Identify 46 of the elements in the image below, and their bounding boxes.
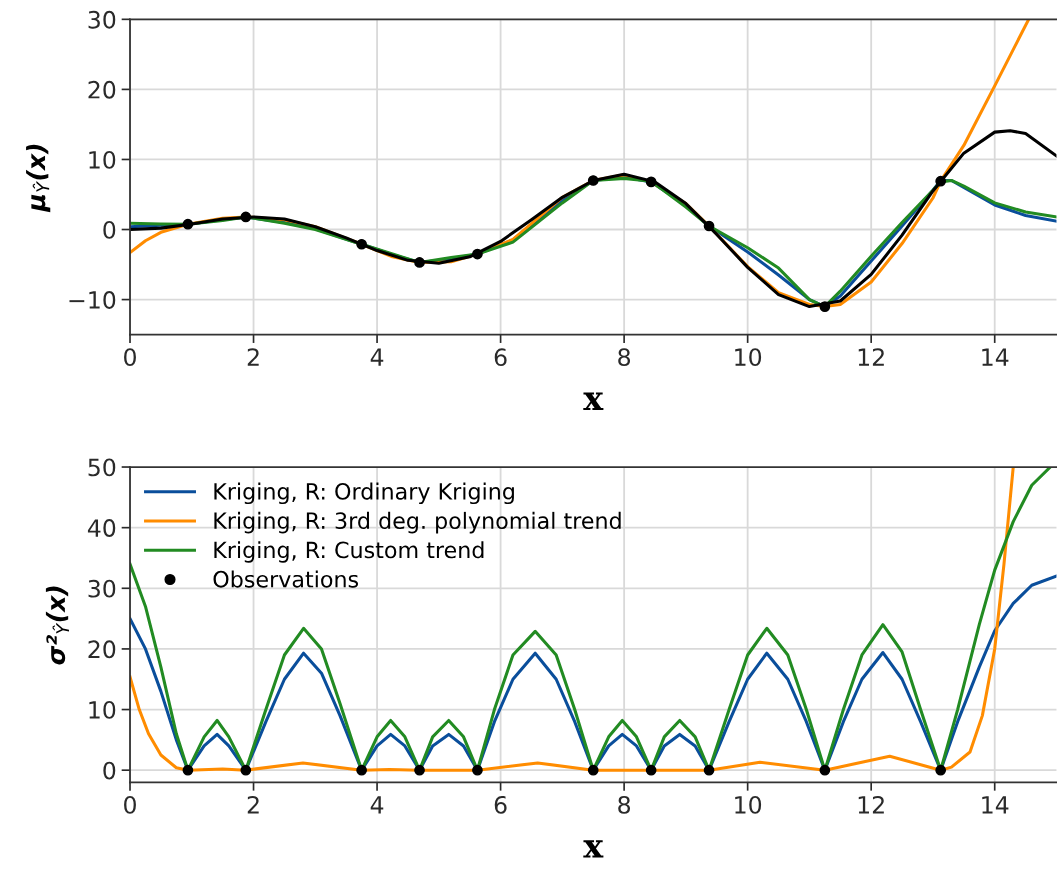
x-tick-label: 6	[494, 795, 507, 814]
line-series	[130, 129, 1057, 309]
x-tick-label: 8	[618, 795, 631, 814]
y-axis-title: σ²$_{Ŷ}$(x)	[45, 586, 69, 665]
y-tick-label: 50	[88, 458, 116, 477]
x-tick-label: 0	[124, 795, 136, 814]
point	[819, 301, 831, 312]
point	[472, 248, 483, 260]
y-axis-title: μ$_{Ŷ}$(x)	[26, 144, 51, 213]
x-tick-label: 8	[618, 348, 631, 367]
y-tick-label: 30	[88, 579, 116, 598]
x-tick-label: 4	[370, 348, 384, 366]
point	[356, 238, 367, 250]
y-tick-label: 20	[88, 80, 116, 99]
x-tick-label: 12	[858, 795, 884, 814]
x-axis-title: x	[583, 392, 604, 410]
x-tick-label: 10	[735, 795, 762, 814]
x-tick-label: 14	[982, 348, 1009, 366]
legend-label: Kriging, R: Custom trend	[214, 541, 484, 563]
x-tick-label: 2	[247, 348, 259, 366]
x-tick-label: 6	[494, 348, 507, 367]
y-tick-label: 20	[88, 640, 116, 659]
legend-label: Observations	[213, 570, 359, 588]
y-tick-label: 30	[88, 10, 116, 29]
y-tick-label: 0	[103, 761, 116, 780]
x-axis-title: x	[583, 840, 604, 858]
x-tick-label: 12	[858, 348, 884, 366]
y-tick-label: 10	[89, 150, 116, 169]
y-tick-label: 0	[103, 220, 116, 239]
point	[182, 218, 194, 230]
point	[414, 257, 425, 268]
x-tick-label: 0	[124, 348, 136, 367]
point	[587, 175, 599, 186]
y-tick-label: 10	[89, 701, 116, 719]
point	[240, 211, 252, 223]
x-tick-label: 14	[982, 796, 1009, 814]
legend-label: Kriging, R: Ordinary Kriging	[214, 482, 514, 505]
point	[935, 175, 947, 187]
y-tick-label: −10	[69, 291, 116, 309]
point	[645, 176, 657, 188]
x-tick-label: 2	[247, 795, 259, 814]
x-tick-label: 4	[370, 796, 384, 814]
legend-label: Kriging, R: 3rd deg. polynomial trend	[214, 511, 621, 534]
point	[703, 220, 715, 232]
y-tick-label: 40	[87, 519, 116, 537]
x-tick-label: 10	[735, 348, 762, 367]
